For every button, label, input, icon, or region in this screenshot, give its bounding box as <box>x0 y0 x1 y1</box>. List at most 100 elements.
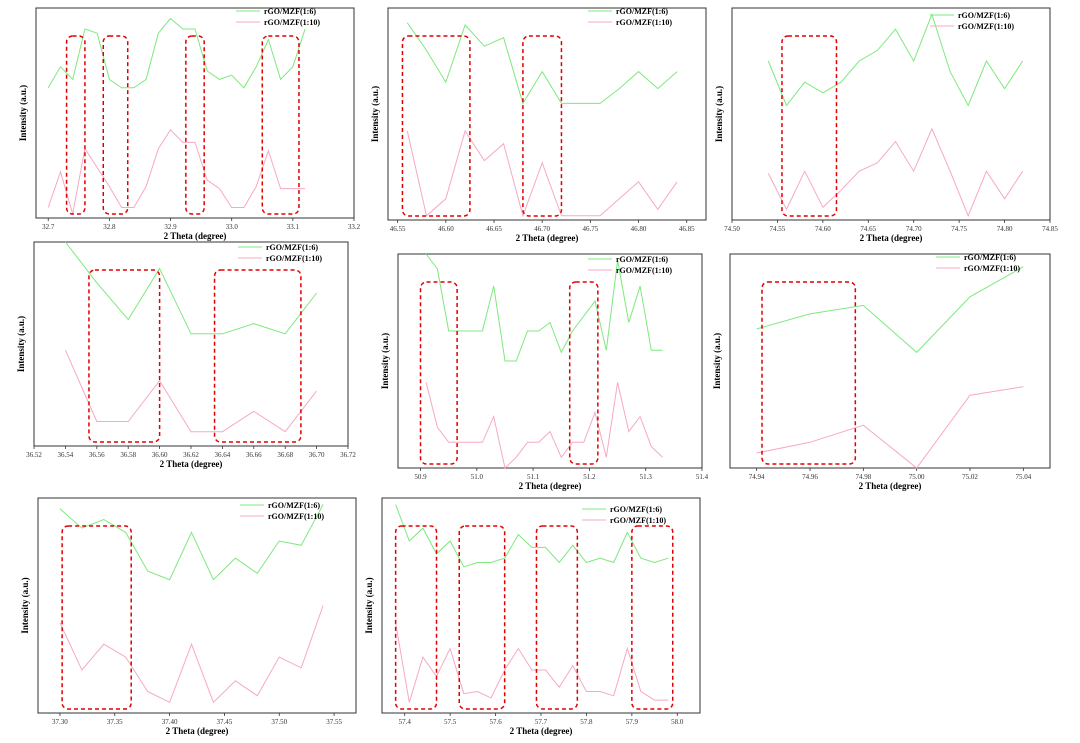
legend-label: rGO/MZF(1:10) <box>616 266 672 275</box>
x-axis-title: 2 Theta (degree) <box>510 726 573 736</box>
series-line-1-6 <box>47 17 306 89</box>
highlight-box <box>568 281 599 465</box>
legend-label: rGO/MZF(1:6) <box>268 501 320 510</box>
series-line-1-10 <box>64 349 317 433</box>
plot-frame <box>37 497 357 714</box>
x-tick-label: 36.70 <box>309 451 325 459</box>
x-axis-title: 2 Theta (degree) <box>519 481 582 491</box>
series-line-1-10 <box>395 622 669 703</box>
x-tick-label: 75.04 <box>1015 473 1031 481</box>
x-tick-label: 51.2 <box>583 473 596 481</box>
x-axis-title: 2 Theta (degree) <box>860 233 923 243</box>
x-axis-title: 2 Theta (degree) <box>166 726 229 736</box>
highlight-box <box>61 525 132 710</box>
chart-panel-6: 74.94 74.96 74.98 75.00 75.02 75.04 2 Theta (d… <box>704 248 1062 492</box>
highlight-box <box>458 525 506 710</box>
x-tick-label: 37.35 <box>107 718 123 726</box>
x-tick-label: 36.60 <box>152 451 168 459</box>
x-tick-label: 36.58 <box>120 451 136 459</box>
chart-panel-4: 36.52 36.54 36.56 36.58 36.60 36.62 36.64 36.66… <box>14 238 356 469</box>
highlight-box <box>394 525 438 710</box>
highlight-box <box>761 281 857 465</box>
x-tick-label: 33.1 <box>287 223 300 231</box>
chart-panel-1: 32.7 32.8 32.9 33.0 33.1 33.2 2 Theta (degree)… <box>12 4 362 241</box>
highlight-box <box>419 281 458 465</box>
x-axis-title: 2 Theta (degree) <box>160 459 223 469</box>
x-tick-label: 57.5 <box>444 718 457 726</box>
legend-label: rGO/MZF(1:10) <box>958 22 1014 31</box>
x-tick-label: 74.70 <box>906 225 922 233</box>
x-tick-label: 74.75 <box>951 225 967 233</box>
legend-label: rGO/MZF(1:10) <box>610 516 666 525</box>
chart-svg: 74.50 74.55 74.60 74.65 74.70 74.75 74.80 74.85… <box>714 7 1058 243</box>
highlight-box <box>261 35 300 215</box>
highlight-box <box>213 269 302 443</box>
x-tick-label: 75.00 <box>909 473 925 481</box>
x-tick-label: 51.0 <box>471 473 484 481</box>
plot-frame <box>387 7 707 221</box>
series-line-1-10 <box>767 127 1024 218</box>
chart-panel-3: 74.50 74.55 74.60 74.65 74.70 74.75 74.80 74.85… <box>706 4 1058 243</box>
x-tick-label: 46.80 <box>631 225 647 233</box>
series-line-1-10 <box>47 129 306 214</box>
x-tick-label: 57.6 <box>489 718 502 726</box>
x-tick-label: 32.7 <box>42 223 55 231</box>
x-tick-label: 32.9 <box>164 223 177 231</box>
legend-label: rGO/MZF(1:10) <box>264 18 320 27</box>
series-line-1-6 <box>406 22 678 105</box>
x-axis-title: 2 Theta (degree) <box>164 231 227 241</box>
x-tick-label: 37.50 <box>271 718 287 726</box>
x-tick-label: 57.8 <box>580 718 593 726</box>
plot-frame <box>35 7 355 219</box>
series-line-1-6 <box>767 12 1024 107</box>
chart-svg: 74.94 74.96 74.98 75.00 75.02 75.04 2 Theta (d… <box>712 253 1051 491</box>
series-line-1-6 <box>65 241 317 335</box>
plot-frame <box>33 241 349 447</box>
x-tick-label: 32.8 <box>103 223 116 231</box>
x-tick-label: 74.60 <box>815 225 831 233</box>
x-tick-label: 36.72 <box>340 451 356 459</box>
y-axis-title: Intensity (a.u.) <box>18 85 28 141</box>
legend-label: rGO/MZF(1:6) <box>616 7 668 16</box>
x-tick-label: 74.94 <box>749 473 765 481</box>
x-tick-label: 46.60 <box>438 225 454 233</box>
x-tick-label: 36.66 <box>246 451 262 459</box>
x-tick-label: 51.4 <box>696 473 709 481</box>
legend-label: rGO/MZF(1:10) <box>266 254 322 263</box>
x-tick-label: 51.1 <box>527 473 540 481</box>
legend-label: rGO/MZF(1:10) <box>616 18 672 27</box>
y-axis-title: Intensity (a.u.) <box>364 577 374 633</box>
y-axis-title: Intensity (a.u.) <box>370 86 380 142</box>
highlight-box <box>781 35 838 217</box>
x-tick-label: 57.9 <box>626 718 639 726</box>
highlight-box <box>522 35 563 217</box>
x-tick-label: 75.02 <box>962 473 978 481</box>
y-axis-title: Intensity (a.u.) <box>712 333 722 389</box>
x-tick-label: 46.85 <box>679 225 695 233</box>
x-tick-label: 46.65 <box>486 225 502 233</box>
series-line-1-6 <box>395 504 669 568</box>
x-tick-label: 74.65 <box>860 225 876 233</box>
x-tick-label: 74.96 <box>802 473 818 481</box>
highlight-box <box>88 269 161 443</box>
chart-panel-8: 57.4 57.5 57.6 57.7 57.8 57.9 58.0 2 Theta (deg… <box>354 494 707 739</box>
highlight-box <box>535 525 579 710</box>
highlight-box <box>65 35 86 215</box>
x-tick-label: 36.62 <box>183 451 199 459</box>
series-line-1-10 <box>59 605 324 704</box>
chart-svg: 57.4 57.5 57.6 57.7 57.8 57.9 58.0 2 Theta (deg… <box>364 497 701 736</box>
plot-frame <box>729 253 1051 469</box>
x-tick-label: 33.0 <box>226 223 239 231</box>
legend-label: rGO/MZF(1:6) <box>264 7 316 16</box>
chart-panel-5: 50.9 51.0 51.1 51.2 51.3 51.4 2 Theta (degree)… <box>360 248 713 492</box>
x-tick-label: 36.54 <box>58 451 74 459</box>
x-axis-title: 2 Theta (degree) <box>859 481 922 491</box>
series-line-1-6 <box>425 253 663 362</box>
x-tick-label: 36.52 <box>26 451 42 459</box>
y-axis-title: Intensity (a.u.) <box>16 316 26 372</box>
x-tick-label: 50.9 <box>414 473 427 481</box>
plot-frame <box>731 7 1051 221</box>
legend-label: rGO/MZF(1:6) <box>964 253 1016 262</box>
y-axis-title: Intensity (a.u.) <box>714 86 724 142</box>
highlight-box <box>401 35 471 217</box>
